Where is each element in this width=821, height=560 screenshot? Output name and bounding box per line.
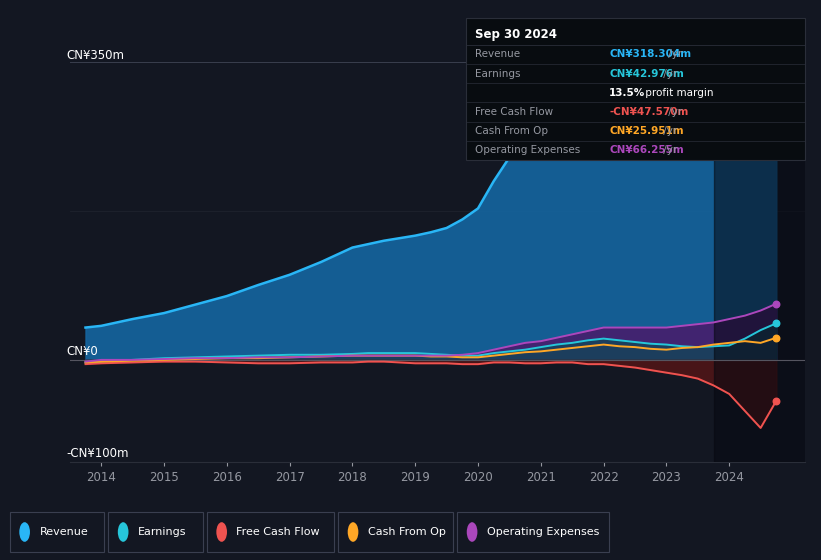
Text: /yr: /yr [665, 107, 682, 117]
Point [770, 299, 783, 308]
Text: Sep 30 2024: Sep 30 2024 [475, 29, 557, 41]
Text: Free Cash Flow: Free Cash Flow [236, 527, 320, 537]
Text: -CN¥47.570m: -CN¥47.570m [609, 107, 689, 117]
Point [770, 396, 783, 405]
Text: Earnings: Earnings [138, 527, 186, 537]
Text: /yr: /yr [660, 69, 677, 78]
Text: profit margin: profit margin [642, 88, 713, 98]
Text: Cash From Op: Cash From Op [368, 527, 446, 537]
Text: Operating Expenses: Operating Expenses [475, 146, 580, 156]
Text: CN¥350m: CN¥350m [67, 49, 124, 62]
Text: CN¥66.255m: CN¥66.255m [609, 146, 684, 156]
Text: -CN¥100m: -CN¥100m [67, 447, 129, 460]
Bar [713, 28, 811, 462]
Point [770, 85, 783, 94]
Text: CN¥0: CN¥0 [67, 345, 98, 358]
Text: Revenue: Revenue [475, 49, 521, 59]
Text: /yr: /yr [660, 146, 677, 156]
Text: Cash From Op: Cash From Op [475, 126, 548, 136]
Text: Earnings: Earnings [475, 69, 521, 78]
Text: Operating Expenses: Operating Expenses [487, 527, 599, 537]
Text: 13.5%: 13.5% [609, 88, 645, 98]
Text: CN¥318.304m: CN¥318.304m [609, 49, 691, 59]
Text: CN¥42.976m: CN¥42.976m [609, 69, 684, 78]
Text: /yr: /yr [665, 49, 682, 59]
Text: Revenue: Revenue [39, 527, 88, 537]
Text: CN¥25.951m: CN¥25.951m [609, 126, 684, 136]
Text: Free Cash Flow: Free Cash Flow [475, 107, 553, 117]
Point [770, 319, 783, 328]
Point [770, 333, 783, 342]
Text: /yr: /yr [660, 126, 677, 136]
